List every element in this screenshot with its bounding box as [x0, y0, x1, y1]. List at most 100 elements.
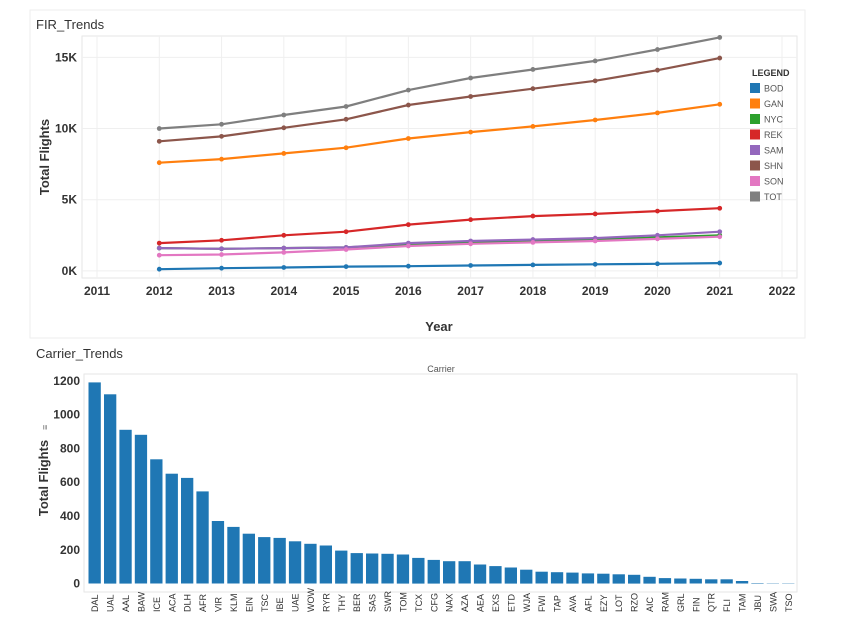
fir-point-bod — [655, 261, 660, 267]
fir-legend-title: LEGEND — [752, 68, 790, 78]
fir-legend-swatch-son[interactable] — [750, 176, 760, 186]
fir-point-son — [530, 240, 536, 245]
carrier-bar-thy[interactable] — [335, 550, 348, 584]
carrier-y-axis-sort-icon[interactable]: ≡ — [40, 425, 50, 430]
carrier-bar-ram[interactable] — [658, 578, 672, 584]
carrier-bar-ein[interactable] — [242, 533, 255, 584]
carrier-bar-afr[interactable] — [196, 491, 209, 584]
carrier-bar-vir[interactable] — [211, 521, 225, 584]
carrier-bar-aca[interactable] — [165, 473, 178, 584]
carrier-x-tick-label: TAM — [738, 594, 748, 612]
carrier-bar-ibe[interactable] — [273, 537, 286, 584]
fir-x-tick-label: 2017 — [457, 284, 484, 298]
fir-legend-swatch-shn[interactable] — [750, 160, 760, 171]
carrier-bar-ual[interactable] — [104, 394, 117, 584]
carrier-x-tick-label: FWI — [537, 596, 547, 613]
carrier-bar-tom[interactable] — [396, 554, 410, 584]
fir-x-tick-label: 2015 — [333, 284, 360, 298]
carrier-bar-ezy[interactable] — [597, 573, 610, 584]
fir-legend-label-rek[interactable]: REK — [764, 130, 783, 140]
carrier-bar-qtr[interactable] — [705, 579, 718, 584]
carrier-bar-ice[interactable] — [150, 459, 163, 584]
fir-x-tick-label: 2014 — [270, 284, 297, 298]
carrier-bar-tap[interactable] — [550, 572, 564, 584]
carrier-bar-dlh[interactable] — [181, 477, 194, 584]
carrier-bar-sas[interactable] — [366, 553, 379, 584]
carrier-x-tick-label: RZO — [630, 593, 640, 612]
carrier-bar-nax[interactable] — [443, 561, 456, 584]
carrier-x-tick-label: TOM — [399, 592, 409, 612]
carrier-bar-dal[interactable] — [88, 382, 101, 584]
fir-legend-swatch-rek[interactable] — [750, 129, 760, 140]
fir-point-rek — [717, 205, 723, 211]
carrier-bar-aza[interactable] — [458, 561, 471, 584]
carrier-x-tick-label: NAX — [445, 593, 455, 612]
carrier-bar-afl[interactable] — [581, 573, 595, 584]
carrier-bar-tsc[interactable] — [258, 537, 271, 584]
carrier-bar-fli[interactable] — [720, 579, 733, 584]
carrier-x-tick-label: EXS — [491, 594, 501, 612]
carrier-bar-ava[interactable] — [566, 572, 579, 584]
fir-point-son — [219, 252, 224, 257]
carrier-bar-aea[interactable] — [473, 564, 487, 584]
fir-legend-label-nyc[interactable]: NYC — [764, 115, 784, 125]
carrier-bar-grl[interactable] — [674, 578, 687, 584]
fir-point-tot — [717, 35, 723, 40]
carrier-bar-lot[interactable] — [612, 574, 625, 584]
fir-point-rek — [405, 222, 411, 228]
fir-legend-swatch-tot[interactable] — [750, 191, 760, 202]
fir-point-shn — [468, 94, 474, 99]
carrier-x-tick-label: CFG — [429, 593, 439, 612]
carrier-bar-ber[interactable] — [350, 553, 363, 584]
carrier-bar-swr[interactable] — [381, 553, 394, 584]
fir-point-tot — [592, 58, 598, 64]
carrier-bar-ryr[interactable] — [319, 545, 332, 584]
carrier-bar-wow[interactable] — [304, 543, 317, 584]
carrier-subtitle: Carrier — [427, 364, 455, 374]
fir-legend-label-bod[interactable]: BOD — [764, 84, 784, 94]
carrier-x-tick-label: SWR — [383, 591, 393, 612]
carrier-bar-baw[interactable] — [134, 434, 148, 584]
fir-y-tick-label: 15K — [55, 50, 77, 64]
carrier-bar-rzo[interactable] — [628, 574, 641, 584]
carrier-bar-fwi[interactable] — [535, 571, 548, 584]
carrier-bar-tcx[interactable] — [412, 557, 425, 584]
fir-point-gan — [530, 123, 536, 129]
fir-legend-label-sam[interactable]: SAM — [764, 146, 784, 156]
carrier-bar-etd[interactable] — [504, 567, 517, 584]
carrier-x-tick-label: TSO — [784, 593, 794, 612]
carrier-bar-jbu[interactable] — [751, 583, 764, 584]
fir-legend-swatch-gan[interactable] — [750, 98, 760, 109]
carrier-x-tick-label: AVA — [568, 595, 578, 612]
fir-point-bod — [156, 266, 162, 272]
fir-series-line-son — [159, 235, 720, 257]
fir-point-rek — [530, 213, 536, 219]
carrier-bar-wja[interactable] — [520, 569, 533, 584]
carrier-bar-aal[interactable] — [119, 429, 132, 584]
fir-series-line-bod — [159, 262, 720, 271]
carrier-y-tick-label: 600 — [60, 475, 80, 489]
carrier-x-tick-label: TAP — [553, 595, 563, 612]
fir-legend-swatch-nyc[interactable] — [750, 114, 760, 124]
carrier-x-tick-label: WJA — [522, 593, 532, 612]
fir-point-tot — [655, 47, 660, 52]
fir-point-shn — [717, 55, 723, 61]
fir-legend-label-gan[interactable]: GAN — [764, 99, 784, 109]
fir-point-gan — [717, 101, 723, 107]
carrier-bar-exs[interactable] — [489, 566, 502, 584]
fir-legend-label-shn[interactable]: SHN — [764, 161, 783, 171]
fir-point-bod — [530, 262, 536, 268]
carrier-bar-uae[interactable] — [288, 541, 302, 584]
carrier-bar-aic[interactable] — [643, 576, 656, 584]
carrier-bar-klm[interactable] — [227, 526, 240, 584]
carrier-bar-fin[interactable] — [689, 578, 702, 584]
carrier-bar-cfg[interactable] — [427, 559, 440, 584]
fir-legend-swatch-bod[interactable] — [750, 83, 760, 93]
fir-point-tot — [281, 112, 287, 118]
carrier-bar-tam[interactable] — [735, 581, 749, 584]
fir-legend-swatch-sam[interactable] — [750, 145, 760, 155]
fir-legend-label-son[interactable]: SON — [764, 177, 784, 187]
fir-point-bod — [343, 264, 349, 270]
fir-legend-label-tot[interactable]: TOT — [764, 192, 782, 202]
